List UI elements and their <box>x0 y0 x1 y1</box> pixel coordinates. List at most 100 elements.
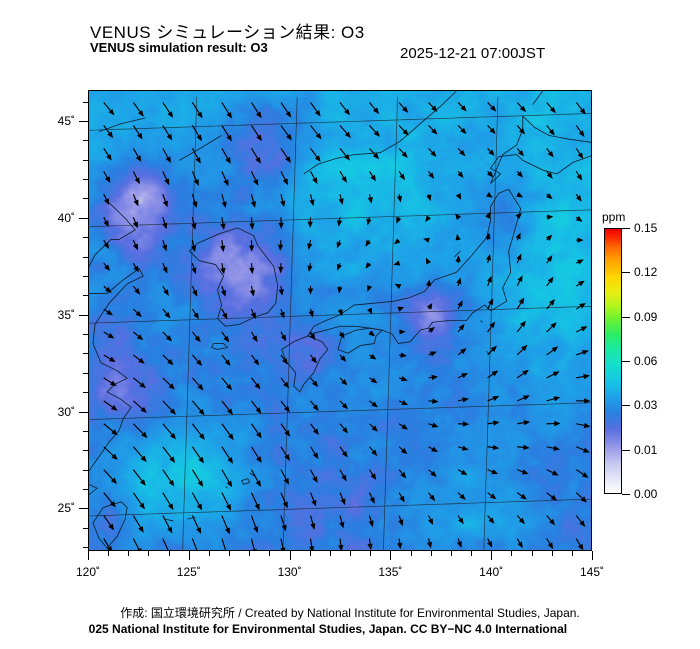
lon-tick <box>571 551 573 556</box>
wind-arrow-head <box>519 128 526 135</box>
lat-tick <box>79 120 88 122</box>
wind-arrow-head <box>485 232 491 240</box>
wind-arrow-head <box>226 480 233 488</box>
wind-arrow-head <box>283 381 290 389</box>
wind-arrow-head <box>576 173 583 181</box>
colorbar-tick-label: 0.15 <box>634 221 658 235</box>
wind-arrow-head <box>340 498 346 506</box>
wind-arrow-head <box>168 383 175 390</box>
wind-arrow-head <box>191 267 197 275</box>
wind-arrow-head <box>278 289 285 296</box>
wind-arrow-head <box>428 518 434 526</box>
wind-arrow-head <box>549 106 556 114</box>
colorbar-tick-label: 0.06 <box>634 354 658 368</box>
wind-arrow-head <box>547 150 554 158</box>
wind-arrow-head <box>517 149 525 157</box>
wind-arrow-head <box>551 346 559 353</box>
wind-arrow-head <box>167 526 173 534</box>
wind-arrow-head <box>397 542 403 550</box>
coastline-path <box>89 202 136 267</box>
wind-arrow-head <box>516 253 522 261</box>
wind-arrow-head <box>426 541 433 549</box>
wind-arrow-head <box>227 433 234 441</box>
wind-arrow-head <box>430 470 437 477</box>
lon-tick <box>309 551 311 556</box>
wind-arrow-head <box>132 243 138 251</box>
wind-arrow-head <box>341 176 347 183</box>
wind-arrow-head <box>140 406 147 413</box>
wind-arrow-head <box>400 448 408 455</box>
wind-arrow-head <box>577 543 584 550</box>
wind-arrow-head <box>429 494 436 502</box>
lat-tick <box>83 237 88 239</box>
wind-arrow-head <box>223 335 230 343</box>
colorbar-unit-label: ppm <box>602 210 626 224</box>
wind-arrow-head <box>552 371 560 377</box>
wind-arrow-head <box>337 309 343 317</box>
wind-arrow-head <box>162 266 168 274</box>
wind-arrow-head <box>460 469 468 476</box>
coastline-path <box>165 518 174 522</box>
wind-arrow-head <box>371 449 378 456</box>
lat-tick <box>83 450 88 452</box>
wind-arrow-head <box>282 178 288 186</box>
wind-arrow-head <box>522 369 529 376</box>
timestamp-label: 2025-12-21 07:00JST <box>400 45 546 62</box>
wind-arrow-head <box>107 333 115 339</box>
wind-arrow-head <box>196 503 203 511</box>
wind-arrow-head <box>139 382 146 389</box>
lon-tick <box>108 551 110 556</box>
wind-arrow-head <box>431 446 438 453</box>
wind-arrow-head <box>195 156 201 164</box>
map-panel <box>88 90 592 551</box>
wind-arrow-head <box>373 130 380 137</box>
wind-arrow-head <box>401 424 409 430</box>
wind-arrow-head <box>521 469 529 475</box>
wind-arrow-head <box>312 476 318 483</box>
wind-arrow-head <box>371 401 378 408</box>
wind-arrow-head <box>108 523 115 531</box>
colorbar-tick <box>622 361 630 362</box>
wind-arrow-shaft <box>280 538 284 550</box>
wind-arrow-head <box>336 220 343 227</box>
wind-arrow-head <box>285 110 292 118</box>
coastline-path <box>281 335 329 393</box>
wind-arrow-head <box>139 502 145 510</box>
map-overlay <box>89 91 591 550</box>
wind-arrow-head <box>283 405 290 413</box>
wind-arrow-head <box>460 348 467 355</box>
wind-arrow-head <box>193 312 199 320</box>
wind-arrow-head <box>312 452 319 460</box>
wind-arrow-head <box>139 479 146 486</box>
wind-arrow-head <box>307 288 314 295</box>
lat-tick <box>83 275 88 277</box>
wind-arrow-head <box>459 149 466 157</box>
lat-tick <box>79 508 88 510</box>
wind-arrow-head <box>400 376 408 382</box>
wind-arrow-head <box>278 266 284 274</box>
wind-arrow-head <box>169 432 177 440</box>
wind-arrow-head <box>103 220 109 228</box>
wind-arrow-head <box>104 198 110 205</box>
colorbar-tick <box>622 272 630 274</box>
wind-arrow-head <box>312 428 319 435</box>
wind-arrow-head <box>393 260 401 266</box>
wind-arrow-head <box>523 420 531 426</box>
wind-arrow-head <box>549 518 556 526</box>
coastline-path <box>307 188 509 337</box>
lon-tick <box>128 551 130 556</box>
wind-arrow-head <box>167 503 174 511</box>
wind-arrow-head <box>138 526 144 533</box>
lon-label: 135˚ <box>378 565 403 579</box>
wind-arrow-head <box>521 344 528 352</box>
wind-arrow-head <box>402 129 409 136</box>
wind-arrow-head <box>548 129 555 136</box>
wind-arrow-head <box>280 547 286 550</box>
wind-arrow-head <box>579 520 586 527</box>
lon-label: 130˚ <box>277 565 302 579</box>
lat-tick <box>83 159 88 161</box>
wind-arrow-head <box>108 356 116 363</box>
wind-arrow-head <box>134 288 141 295</box>
wind-arrow-head <box>220 267 226 275</box>
wind-arrow-head <box>458 517 464 525</box>
